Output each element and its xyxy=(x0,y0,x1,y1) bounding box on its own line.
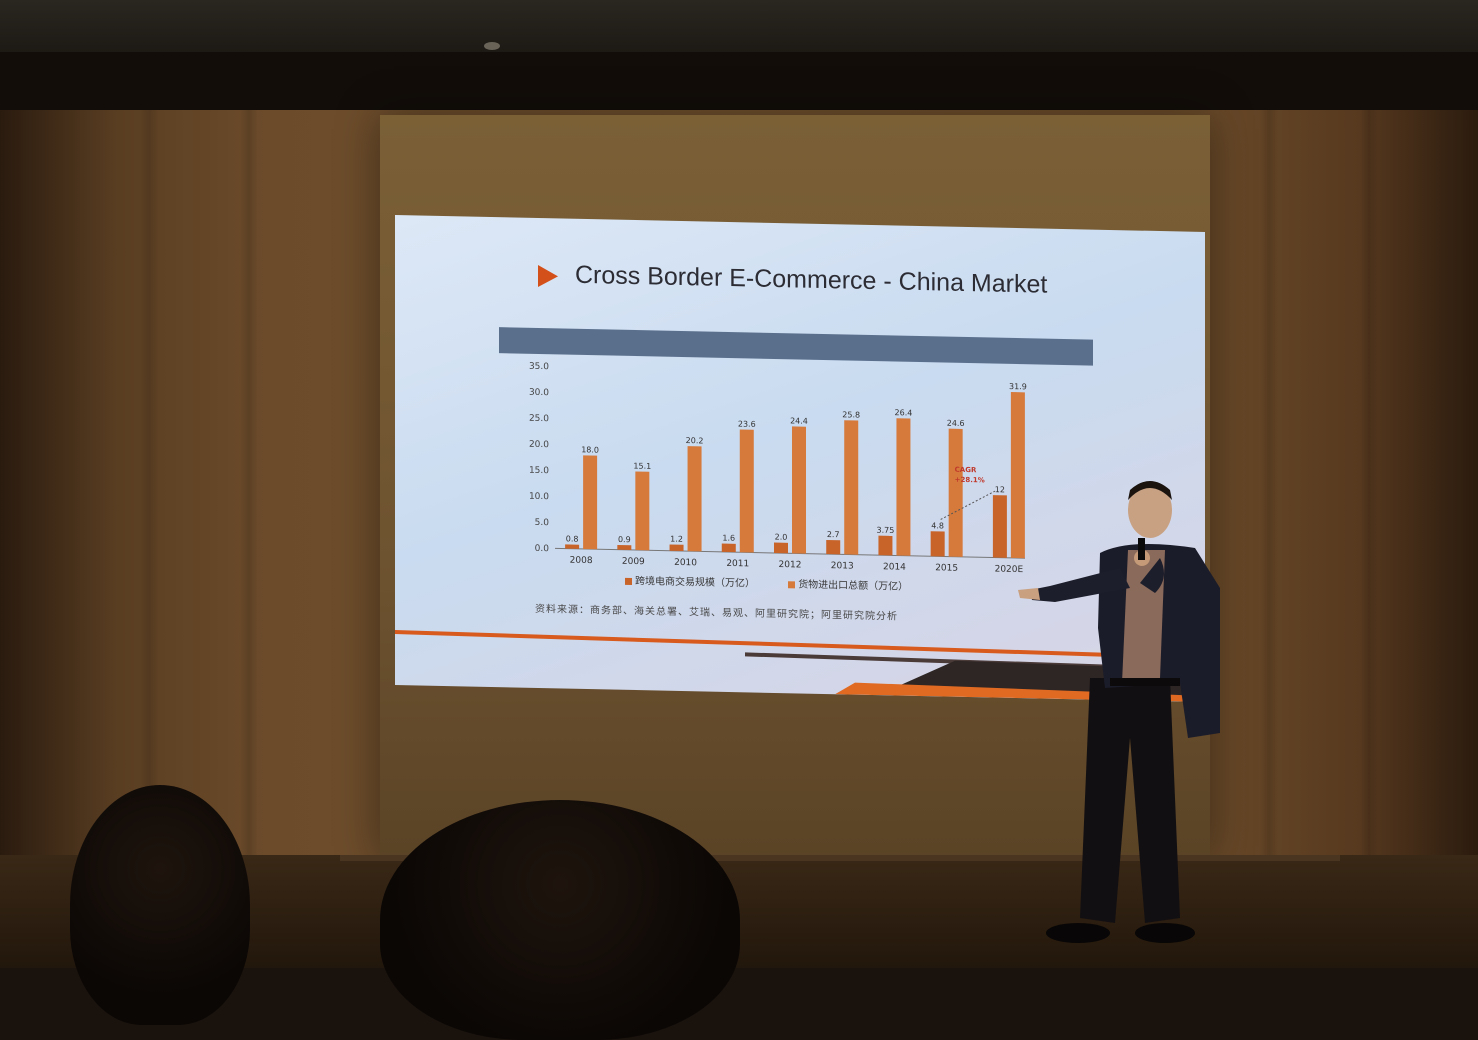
bar-series-1 xyxy=(617,544,632,550)
curtain-fold xyxy=(1260,110,1278,930)
y-tick-label: 20.0 xyxy=(529,440,549,450)
bar-series-2 xyxy=(896,418,911,556)
bar-series-2 xyxy=(948,428,963,557)
bar-series-2 xyxy=(792,426,806,554)
bar-data-label: 20.2 xyxy=(686,436,704,445)
bar-series-2 xyxy=(1010,392,1025,559)
audience-head xyxy=(380,800,740,1040)
ceiling xyxy=(0,0,1478,52)
x-tick-label: 2011 xyxy=(726,559,749,569)
bar-series-2 xyxy=(687,446,702,552)
bar-data-label: 0.8 xyxy=(566,534,579,543)
legend-item: 跨境电商交易规模（万亿） xyxy=(625,572,755,590)
bar-series-1 xyxy=(992,495,1007,558)
x-tick-label: 2014 xyxy=(883,562,906,572)
y-tick-label: 0.0 xyxy=(535,544,550,554)
bar-data-label: 23.6 xyxy=(738,419,756,428)
bar-series-2 xyxy=(739,429,754,553)
bar-data-label: 24.6 xyxy=(947,419,965,428)
curtain-fold xyxy=(140,110,158,930)
bar-series-1 xyxy=(878,535,893,556)
bar-data-label: 2.0 xyxy=(775,533,788,542)
bar-series-2 xyxy=(635,471,650,551)
bar-series-1 xyxy=(669,544,684,552)
title-arrow-icon xyxy=(538,264,558,288)
legend-item: 货物进出口总额（万亿） xyxy=(788,575,908,593)
ceiling-light xyxy=(484,42,500,50)
y-tick-label: 35.0 xyxy=(529,362,549,372)
bar-data-label: 1.2 xyxy=(670,535,683,544)
stage-edge xyxy=(340,855,1340,861)
x-tick-label: 2012 xyxy=(779,560,802,570)
source-note: 资料来源：商务部、海关总署、艾瑞、易观、阿里研究院；阿里研究院分析 xyxy=(535,603,898,623)
bar-data-label: 18.0 xyxy=(581,445,599,454)
legend-swatch xyxy=(625,577,632,585)
legend-swatch xyxy=(788,580,796,588)
bar-data-label: 31.9 xyxy=(1009,382,1027,391)
audience-head xyxy=(70,785,250,1025)
x-tick-label: 2008 xyxy=(570,556,593,566)
bar-data-label: 4.8 xyxy=(931,521,944,530)
bar-series-1 xyxy=(826,539,841,555)
x-tick-label: 2020E xyxy=(995,565,1024,576)
bar-data-label: 15.1 xyxy=(633,461,651,470)
legend-label: 货物进出口总额（万亿） xyxy=(798,579,909,593)
x-axis-line xyxy=(555,547,1025,559)
slide-title: Cross Border E-Commerce - China Market xyxy=(575,260,1048,299)
curtain-fold xyxy=(240,110,258,930)
y-tick-label: 25.0 xyxy=(529,414,549,424)
curtain-fold xyxy=(1360,110,1378,930)
bar-data-label: 1.6 xyxy=(722,534,735,543)
bar-data-label: 12 xyxy=(995,485,1005,494)
bar-data-label: 25.8 xyxy=(842,410,860,419)
bar-data-label: 24.4 xyxy=(790,416,808,425)
legend-label: 跨境电商交易规模（万亿） xyxy=(635,576,755,590)
cagr-label: CAGR xyxy=(955,466,977,474)
bar-data-label: 2.7 xyxy=(827,530,840,539)
bar-data-label: 26.4 xyxy=(895,408,913,417)
bar-chart: 0.0 5.0 10.0 15.0 20.0 25.0 30.0 35.0 0.8 18.0 200… xyxy=(529,362,1027,576)
bar-series-1 xyxy=(721,543,736,553)
x-tick-label: 2015 xyxy=(935,563,958,573)
bar-series-2 xyxy=(844,420,859,555)
bar-series-1 xyxy=(565,544,580,549)
bar-series-1 xyxy=(930,531,945,557)
presenter xyxy=(1018,481,1220,943)
bar-series-1 xyxy=(774,542,788,554)
y-tick-label: 5.0 xyxy=(535,518,550,528)
y-tick-label: 10.0 xyxy=(529,492,549,502)
x-tick-label: 2010 xyxy=(674,558,697,568)
x-tick-label: 2013 xyxy=(831,561,854,571)
cagr-value: +28.1% xyxy=(955,476,985,485)
y-tick-label: 15.0 xyxy=(529,466,549,476)
x-tick-label: 2009 xyxy=(622,557,645,567)
bar-data-label: 0.9 xyxy=(618,535,631,544)
bar-data-label: 3.75 xyxy=(877,526,895,535)
bar-series-2 xyxy=(583,455,598,550)
y-tick-label: 30.0 xyxy=(529,388,549,398)
